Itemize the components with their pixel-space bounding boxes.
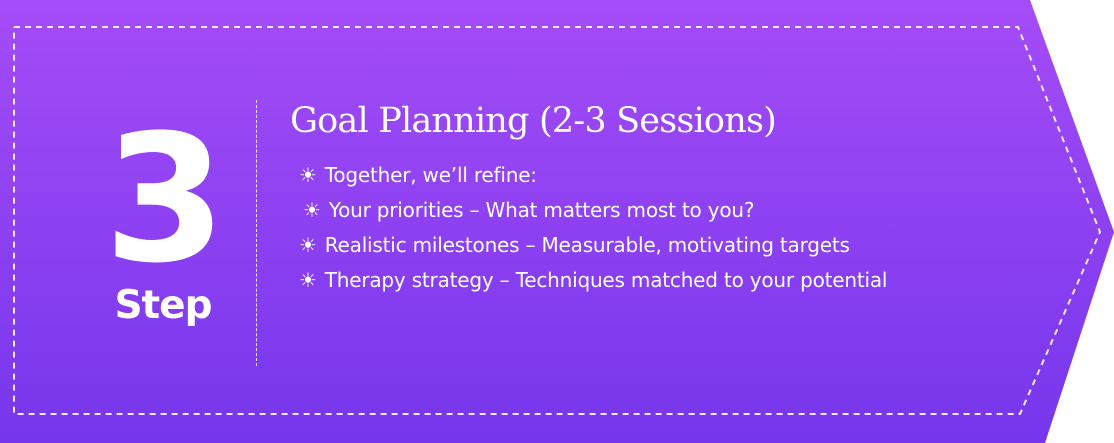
step-items-list: ☀ Together, we’ll refine: ☀ Your prioritie…: [290, 158, 930, 298]
sun-icon: ☀: [303, 198, 321, 222]
card-dashed-border: [13, 26, 1102, 415]
list-item-text: Together, we’ll refine:: [324, 163, 537, 187]
list-item: ☀ Together, we’ll refine:: [299, 158, 930, 193]
step-number: 3: [103, 97, 226, 302]
list-item: ☀ Therapy strategy – Techniques matched t…: [299, 263, 930, 298]
list-item-text: Your priorities – What matters most to y…: [328, 198, 755, 222]
step-label: Step: [114, 283, 212, 328]
list-item-text: Therapy strategy – Techniques matched to…: [324, 268, 888, 292]
list-item: ☀ Realistic milestones – Measurable, moti…: [299, 228, 930, 263]
sun-icon: ☀: [299, 163, 317, 187]
list-item: ☀ Your priorities – What matters most to …: [299, 193, 930, 228]
sun-icon: ☀: [299, 268, 317, 292]
step-content: Goal Planning (2-3 Sessions) ☀ Together, …: [290, 96, 930, 298]
vertical-divider: [256, 100, 257, 366]
list-item-text: Realistic milestones – Measurable, motiv…: [324, 233, 850, 257]
sun-icon: ☀: [299, 233, 317, 257]
step-title: Goal Planning (2-3 Sessions): [290, 101, 777, 141]
